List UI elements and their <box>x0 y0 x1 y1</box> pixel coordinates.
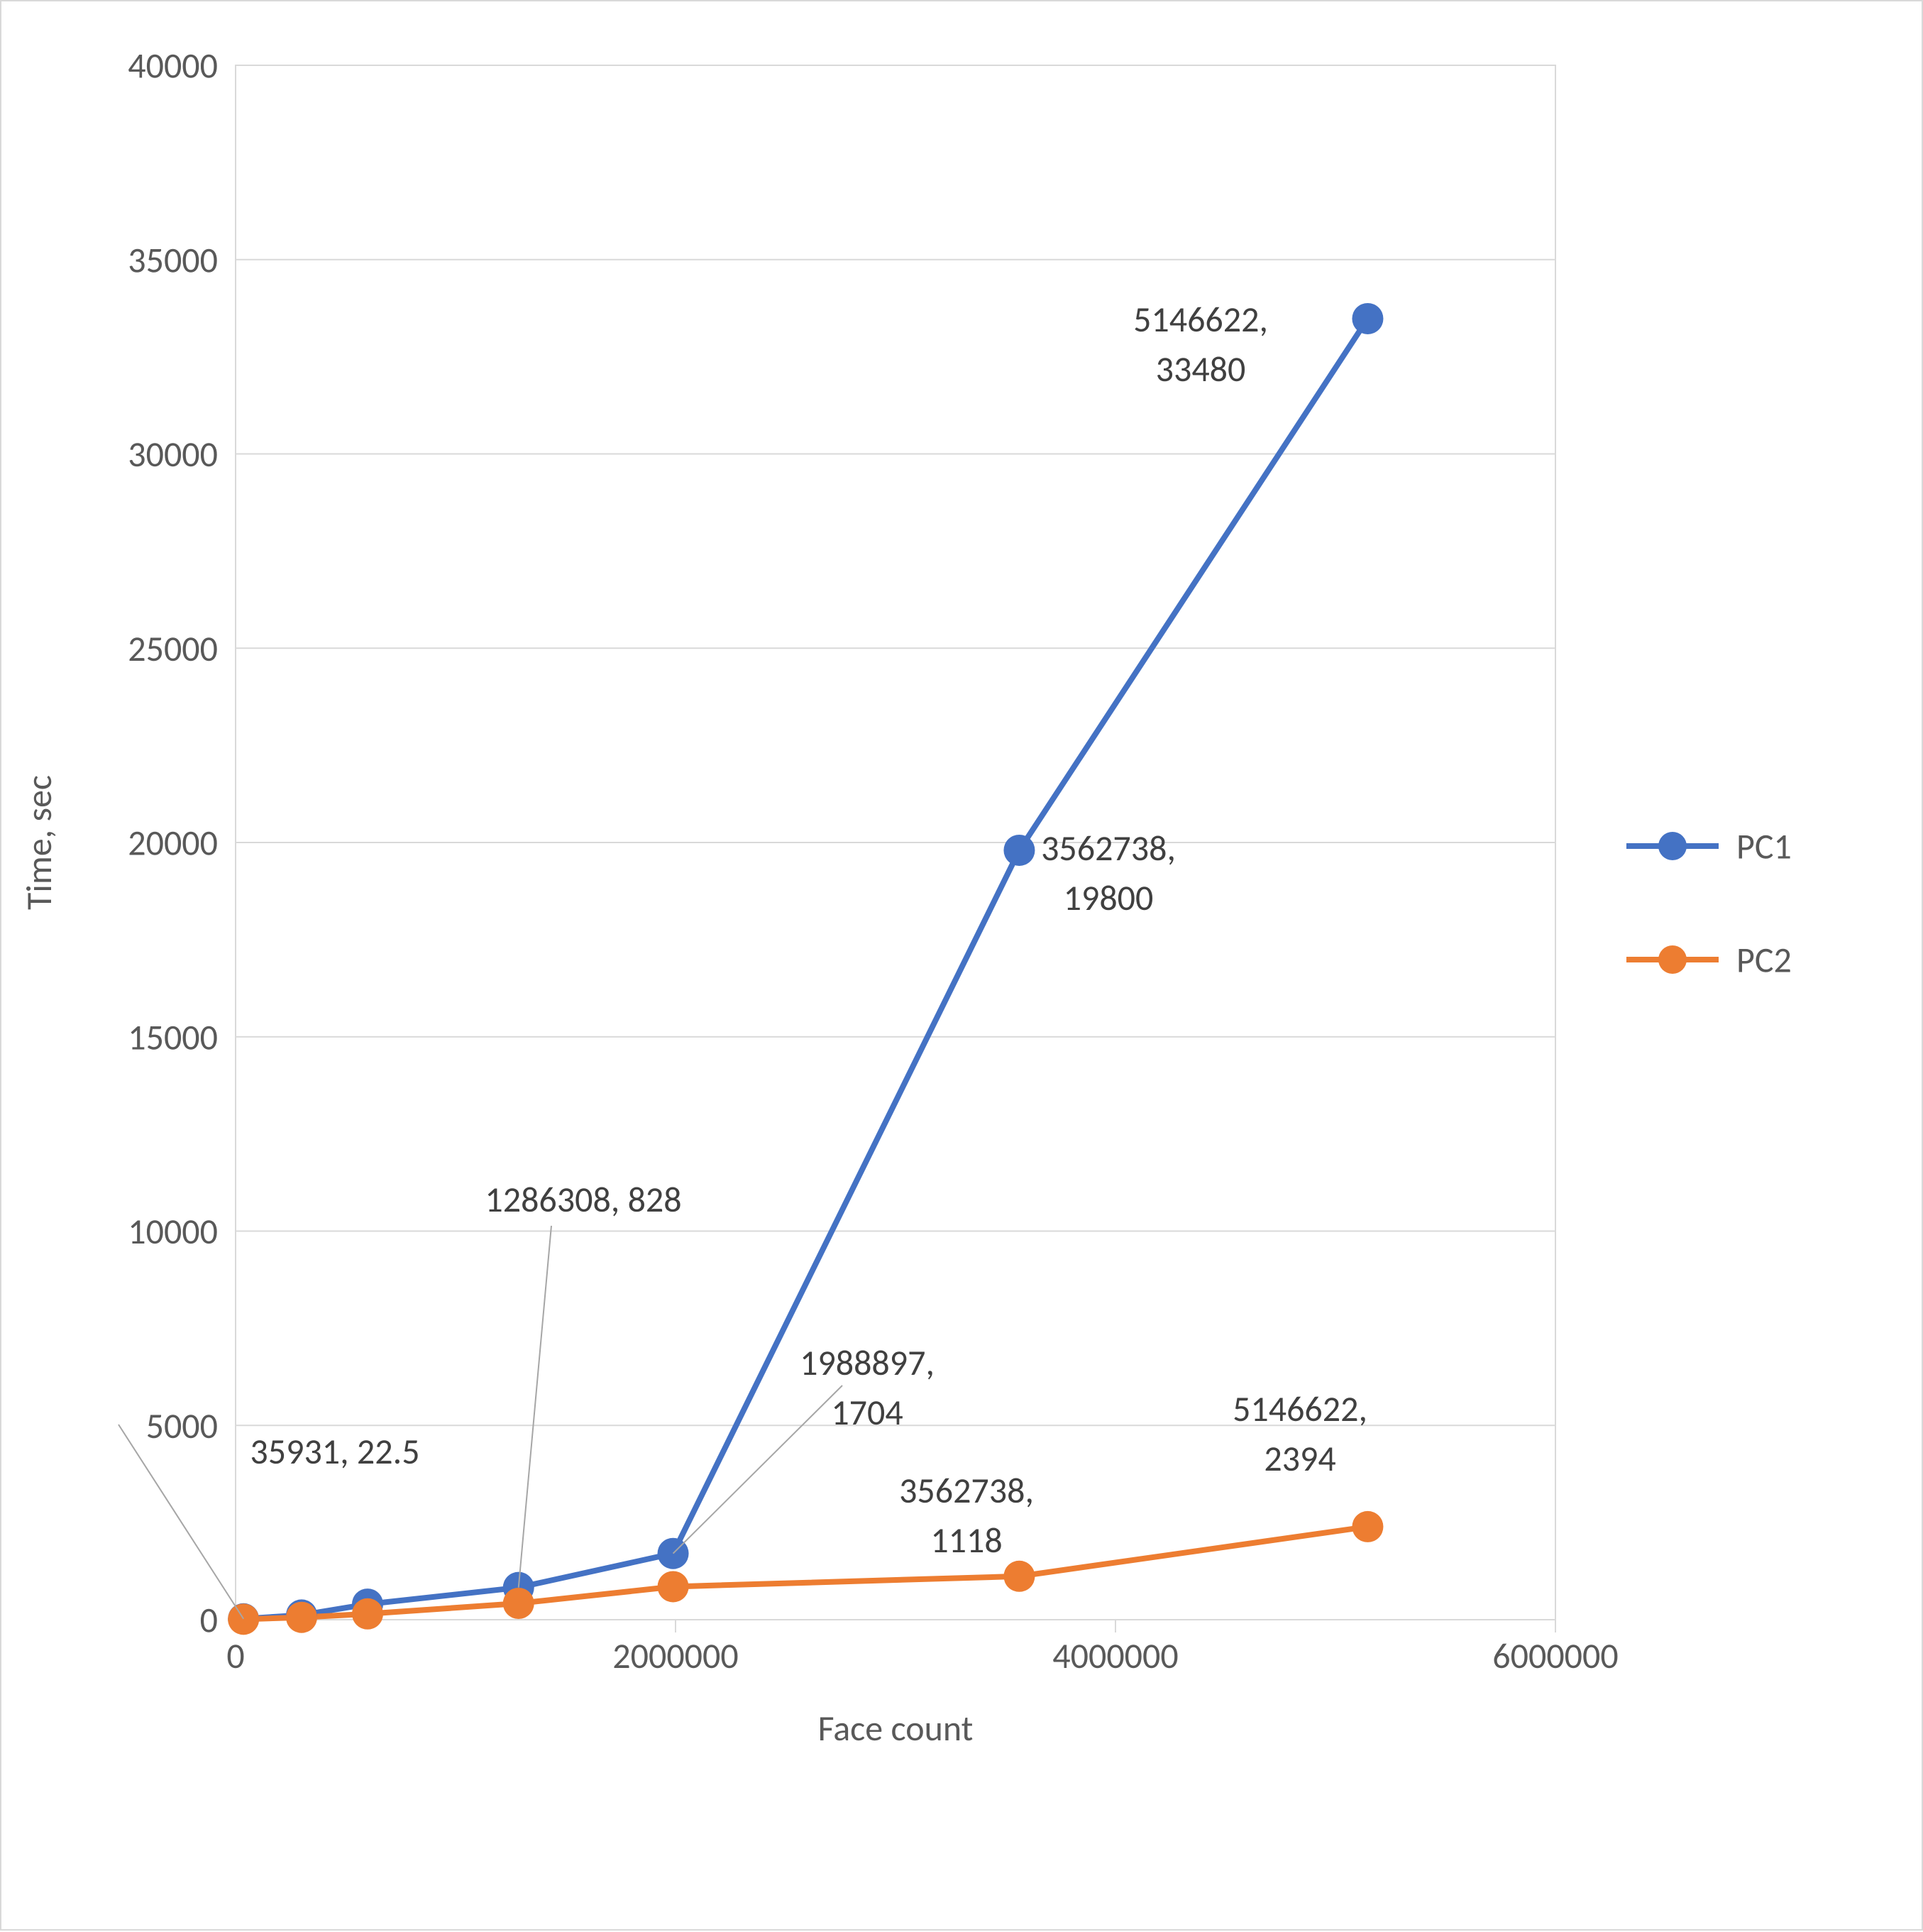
y-tick-label: 35000 <box>128 238 218 282</box>
series-marker-pc2 <box>1352 1511 1383 1542</box>
legend-label-pc1: PC1 <box>1736 825 1792 869</box>
data-label: 5146622, <box>1233 1388 1367 1431</box>
chart-svg: 0 5000 10000 15000 20000 25000 30000 35000 40000… <box>1 1 1923 1932</box>
series-marker-pc1 <box>1003 835 1035 866</box>
data-label: 1118 <box>930 1519 1002 1562</box>
data-label: 33480 <box>1156 348 1246 391</box>
series-marker-pc2 <box>228 1603 259 1635</box>
x-tick-label: 2000000 <box>612 1635 738 1678</box>
y-tick-label: 20000 <box>128 822 218 865</box>
data-label: 2394 <box>1264 1437 1335 1481</box>
series-marker-pc2 <box>286 1602 317 1633</box>
data-label: 19800 <box>1064 877 1154 920</box>
chart-container: 0 5000 10000 15000 20000 25000 30000 35000 40000… <box>0 0 1923 1931</box>
y-tick-label: 0 <box>200 1599 218 1642</box>
y-tick-label: 5000 <box>146 1405 218 1448</box>
series-marker-pc1 <box>1352 303 1383 334</box>
legend-marker-pc1 <box>1658 832 1687 860</box>
data-label: 1704 <box>831 1391 903 1434</box>
data-label: 1988897, <box>800 1341 935 1385</box>
y-axis-title: Time, sec <box>18 775 61 910</box>
leader-line <box>119 1425 243 1619</box>
legend-label-pc2: PC2 <box>1736 939 1792 982</box>
series-marker-pc2 <box>1003 1561 1035 1592</box>
data-label: 3562738, <box>899 1469 1034 1513</box>
legend-marker-pc2 <box>1658 945 1687 974</box>
y-tick-label: 25000 <box>128 627 218 671</box>
series-marker-pc2 <box>503 1588 534 1619</box>
x-tick-label: 0 <box>226 1635 244 1678</box>
x-axis-title: Face count <box>818 1707 974 1750</box>
y-tick-label: 40000 <box>128 45 218 88</box>
data-label: 1286308, 828 <box>485 1178 681 1222</box>
series-marker-pc2 <box>352 1598 383 1630</box>
x-tick-label: 6000000 <box>1492 1635 1618 1678</box>
data-label: 5146622, <box>1133 298 1268 341</box>
series-marker-pc2 <box>658 1571 689 1602</box>
data-label: 3562738, <box>1041 827 1176 870</box>
y-tick-label: 15000 <box>128 1016 218 1059</box>
data-label: 35931, 22.5 <box>250 1430 419 1473</box>
x-tick-label: 4000000 <box>1052 1635 1178 1678</box>
y-tick-label: 10000 <box>128 1210 218 1253</box>
y-tick-label: 30000 <box>128 433 218 476</box>
